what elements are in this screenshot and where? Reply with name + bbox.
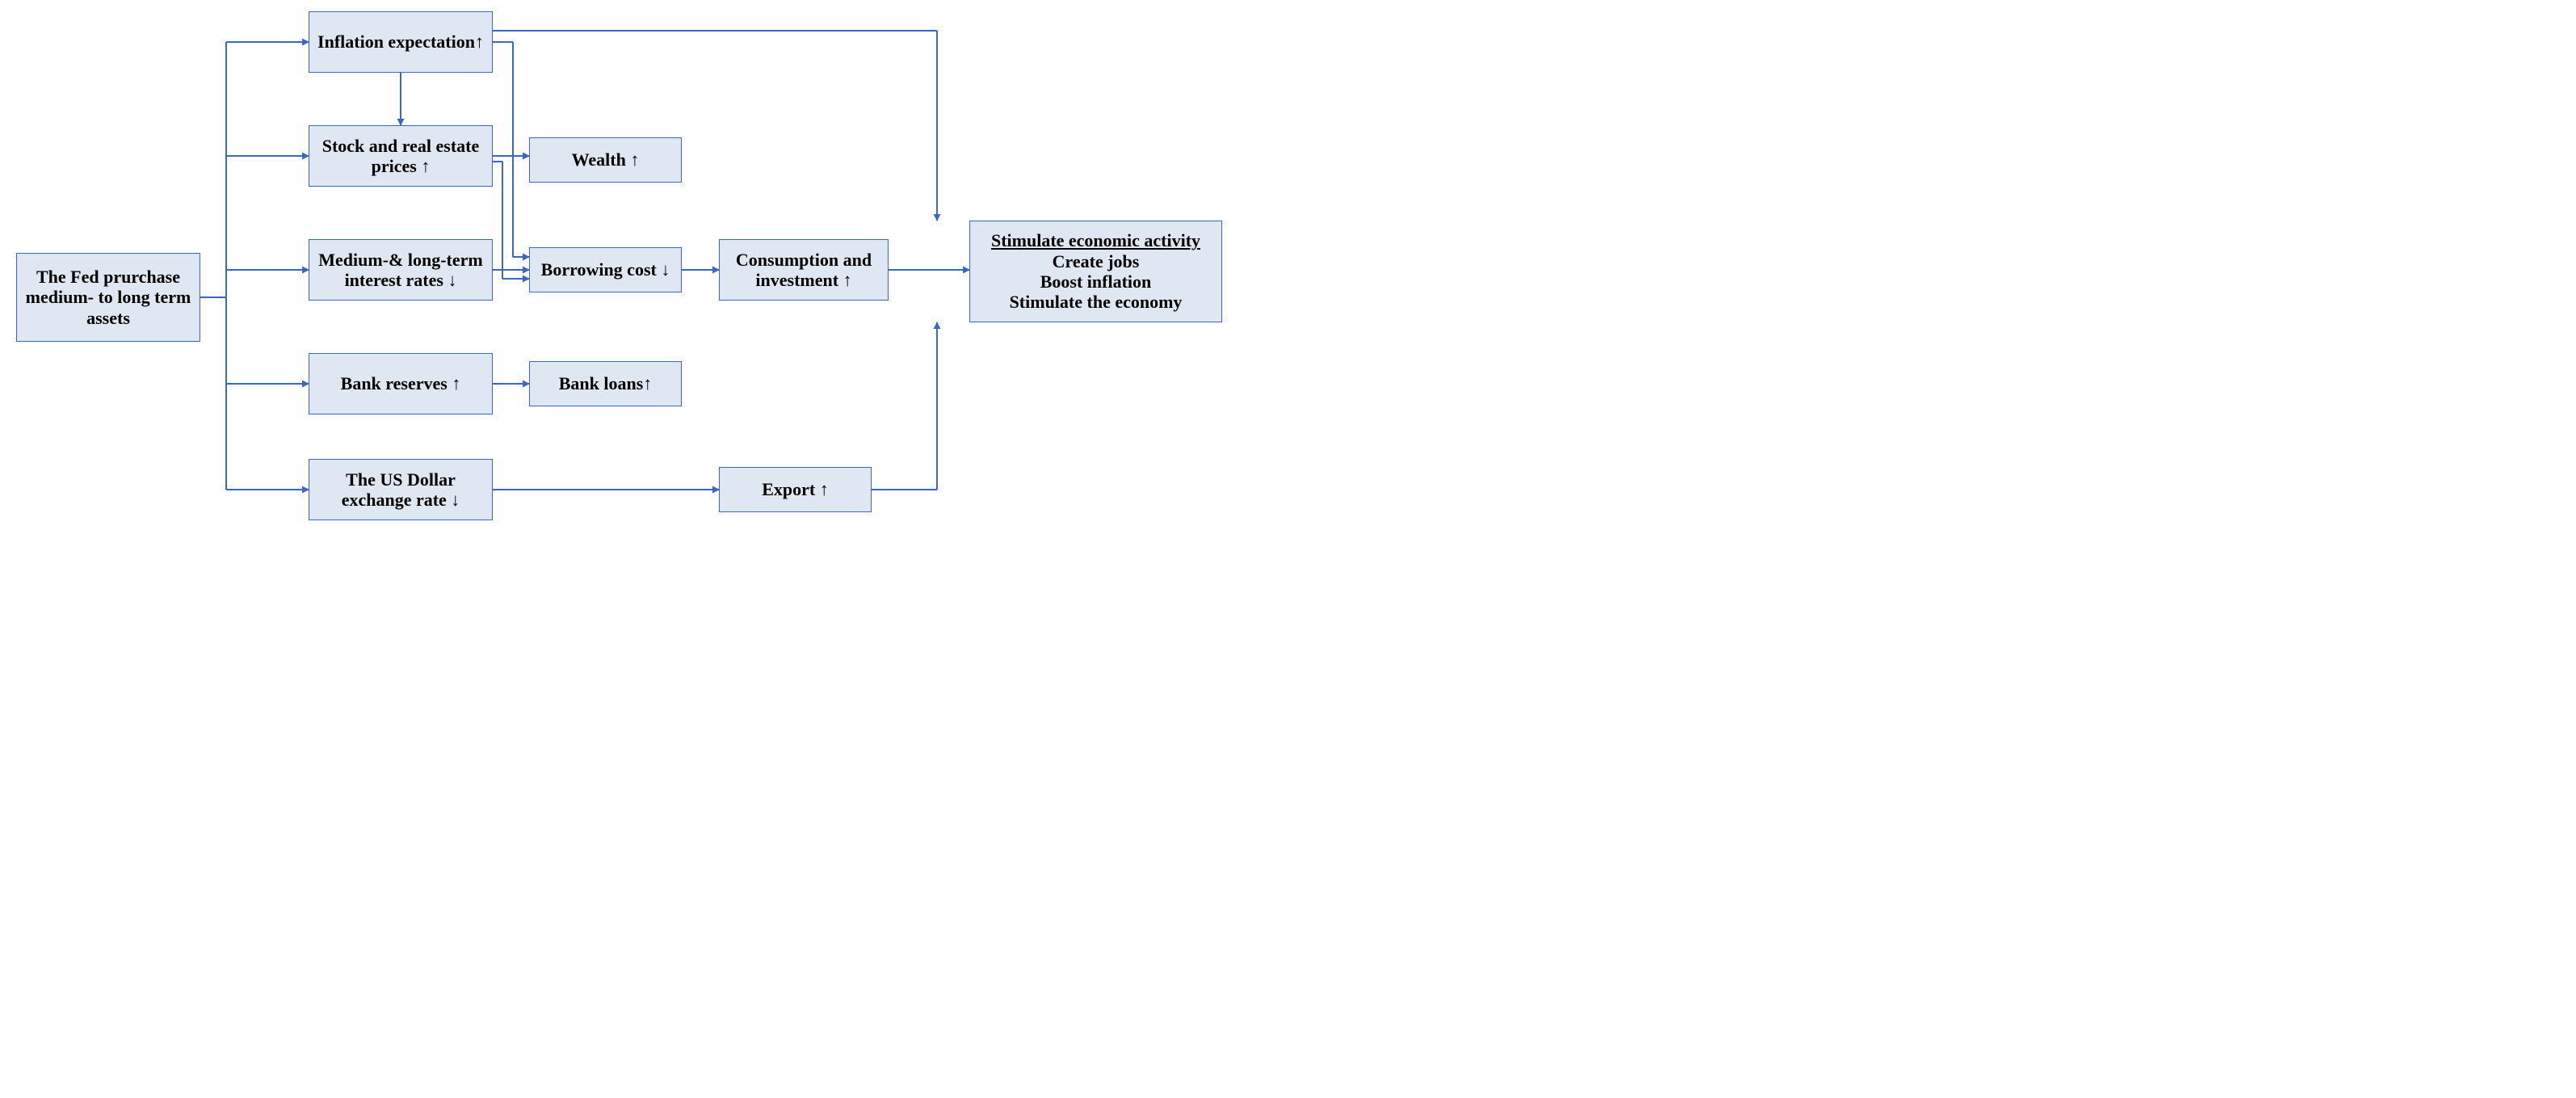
node-stimulate: Stimulate economic activityCreate jobsBo… <box>969 221 1222 322</box>
node-usd: The US Dollar exchange rate ↓ <box>309 459 493 520</box>
node-loans: Bank loans↑ <box>529 361 682 406</box>
node-export-label: Export ↑ <box>762 479 829 499</box>
node-wealth: Wealth ↑ <box>529 137 682 183</box>
node-loans-label: Bank loans↑ <box>559 373 653 393</box>
node-consume: Consumption and investment ↑ <box>719 239 889 301</box>
node-borrow: Borrowing cost ↓ <box>529 247 682 292</box>
node-inflation-label: Inflation expectation↑ <box>317 32 484 52</box>
node-stock: Stock and real estate prices ↑ <box>309 125 493 187</box>
node-stimulate-line-0: Stimulate economic activity <box>991 230 1200 250</box>
node-stimulate-label: Stimulate economic activityCreate jobsBo… <box>991 230 1200 312</box>
node-stimulate-line-1: Create jobs <box>991 251 1200 271</box>
node-fed-label: The Fed prurchase medium- to long term a… <box>25 267 191 328</box>
node-rates-label: Medium-& long-term interest rates ↓ <box>317 250 484 291</box>
flowchart-canvas: The Fed prurchase medium- to long term a… <box>0 0 1243 530</box>
node-fed: The Fed prurchase medium- to long term a… <box>16 253 200 342</box>
node-rates: Medium-& long-term interest rates ↓ <box>309 239 493 301</box>
node-wealth-label: Wealth ↑ <box>572 149 640 170</box>
node-borrow-label: Borrowing cost ↓ <box>541 259 670 280</box>
node-stock-label: Stock and real estate prices ↑ <box>317 136 484 177</box>
node-usd-label: The US Dollar exchange rate ↓ <box>317 469 484 511</box>
node-inflation: Inflation expectation↑ <box>309 11 493 73</box>
node-reserves-label: Bank reserves ↑ <box>341 373 461 393</box>
node-stimulate-line-2: Boost inflation <box>991 271 1200 292</box>
node-consume-label: Consumption and investment ↑ <box>728 250 880 291</box>
node-stimulate-line-3: Stimulate the economy <box>991 292 1200 312</box>
node-reserves: Bank reserves ↑ <box>309 353 493 414</box>
node-export: Export ↑ <box>719 467 872 512</box>
